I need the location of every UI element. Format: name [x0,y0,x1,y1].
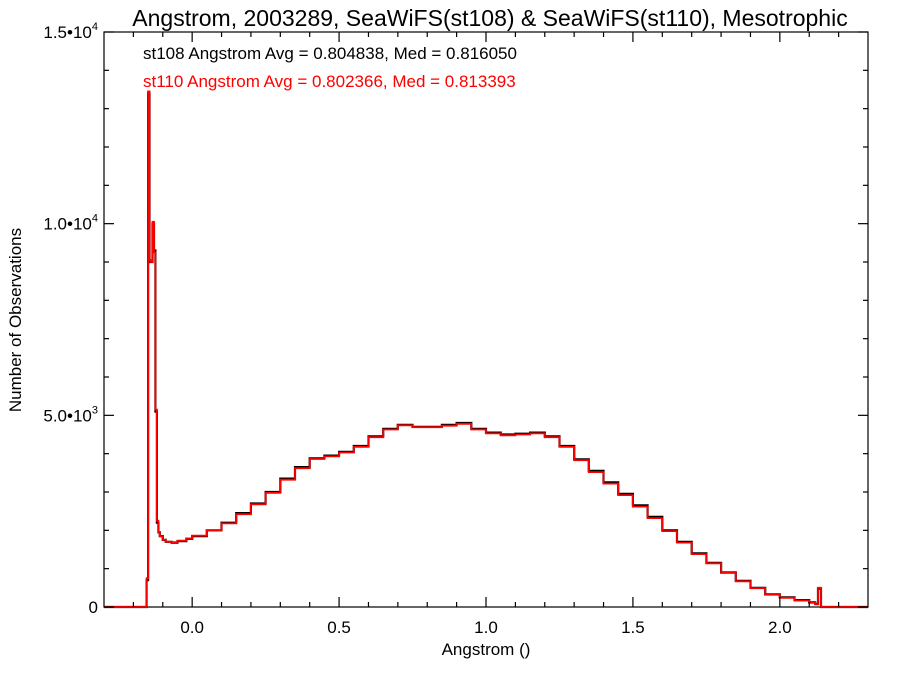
x-tick-label: 1.0 [474,618,498,637]
y-tick-label: 1.5•104 [43,21,98,42]
x-axis-label: Angstrom () [442,640,531,659]
stat-annotation-0: st108 Angstrom Avg = 0.804838, Med = 0.8… [143,44,517,63]
series-line-1 [104,90,868,608]
x-tick-label: 2.0 [768,618,792,637]
plot-frame [103,31,869,608]
y-axis: 0 5.0•103 1.0•104 1.5•104 [43,21,868,617]
y-tick-label: 1.0•104 [43,213,98,234]
x-tick-label: 0.0 [180,618,204,637]
x-axis: 0.0 0.5 1.0 1.5 2.0 [132,32,840,637]
y-axis-label: Number of Observations [6,228,25,412]
y-tick-label: 0 [89,598,98,617]
series-layer [104,90,868,609]
stats-annotations: st108 Angstrom Avg = 0.804838, Med = 0.8… [143,44,517,91]
x-tick-label: 1.5 [621,618,645,637]
chart-title: Angstrom, 2003289, SeaWiFS(st108) & SeaW… [132,5,847,31]
stat-annotation-1: st110 Angstrom Avg = 0.802366, Med = 0.8… [143,72,516,91]
y-tick-label: 5.0•103 [43,404,98,425]
x-tick-label: 0.5 [327,618,351,637]
